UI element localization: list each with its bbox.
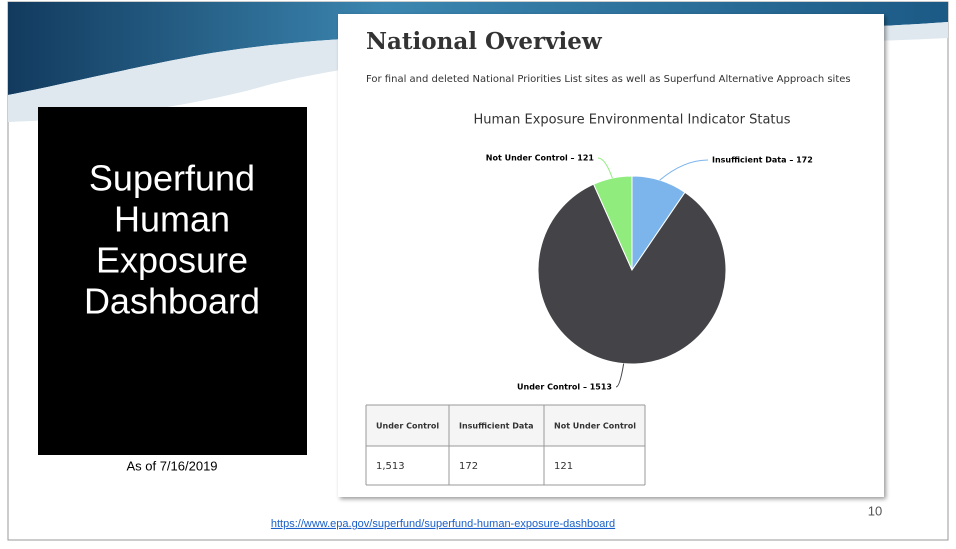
title-line: Dashboard: [84, 281, 260, 322]
pie-slice: [592, 175, 633, 271]
as-of: As of 7/16/2019: [126, 458, 217, 473]
title-line: Exposure: [96, 240, 248, 281]
title-line: Human: [114, 199, 230, 240]
table-header: Under Control: [376, 422, 439, 431]
heading: National Overview: [366, 28, 603, 55]
label-connector: [659, 159, 709, 181]
table-header: Insufficient Data: [459, 422, 534, 431]
table-cell: 172: [459, 461, 478, 472]
chart-title: Human Exposure Environmental Indicator S…: [473, 113, 790, 128]
table-cell: 121: [554, 461, 573, 472]
link[interactable]: https://www.epa.gov/superfund/superfund-…: [271, 518, 615, 530]
data-label: Not Under Control – 121: [486, 154, 595, 163]
label-connector: [615, 363, 625, 388]
page-number: 10: [868, 503, 882, 518]
table-cell: 1,513: [376, 461, 405, 472]
subtitle: For final and deleted National Prioritie…: [366, 74, 851, 85]
data-label: Under Control – 1513: [517, 383, 612, 392]
table-header: Not Under Control: [554, 422, 636, 431]
title-box: [38, 107, 307, 455]
label-connector: [597, 157, 613, 179]
table-header-bg: [366, 405, 645, 446]
data-label: Insufficient Data – 172: [712, 156, 813, 165]
title-line: Superfund: [89, 158, 255, 199]
